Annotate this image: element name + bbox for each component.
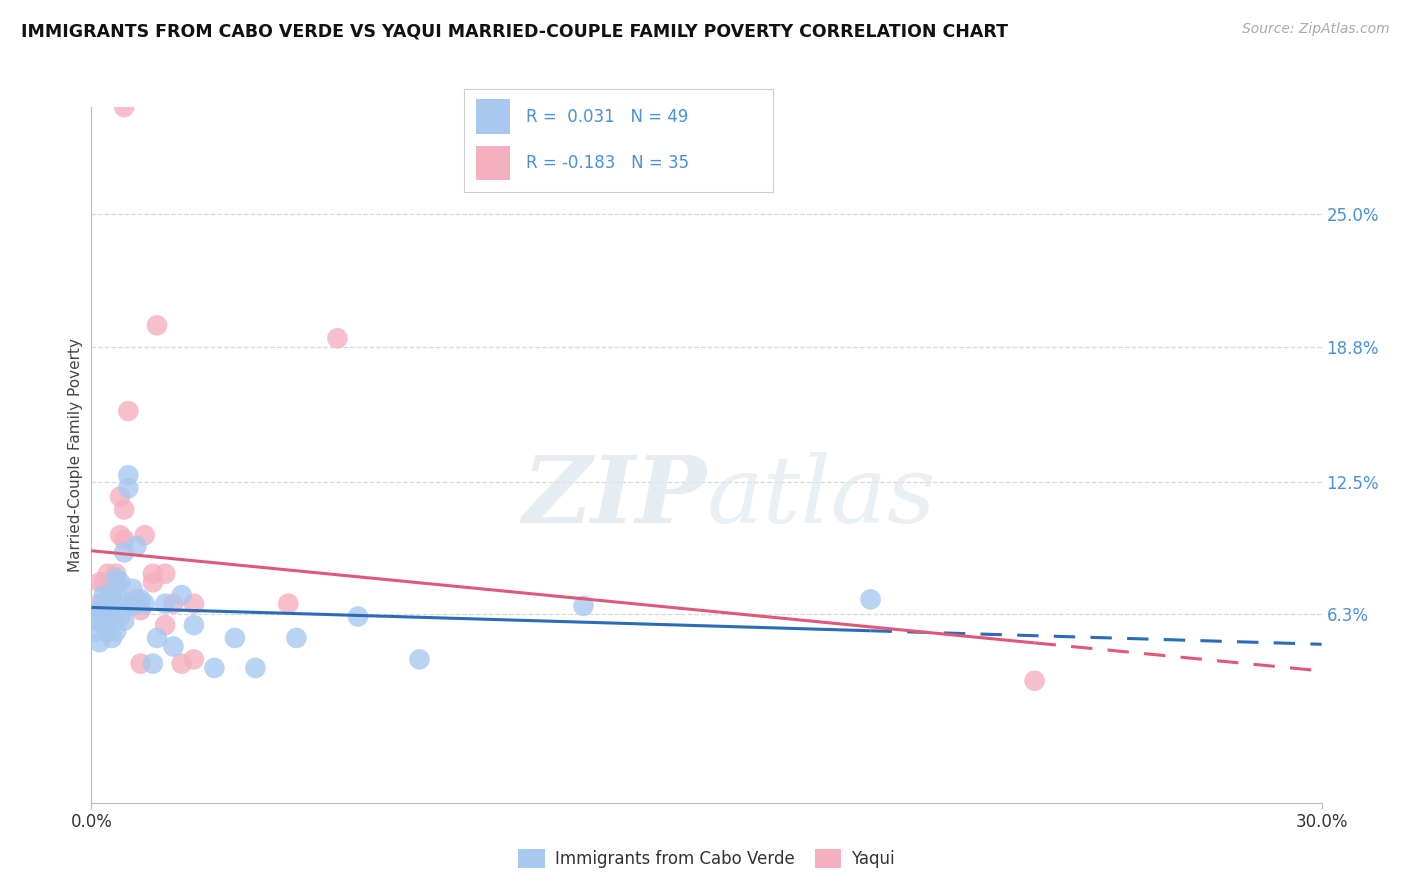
Legend: Immigrants from Cabo Verde, Yaqui: Immigrants from Cabo Verde, Yaqui: [512, 842, 901, 874]
Point: [101, 588, 124, 602]
Point: [183, 652, 205, 666]
Point: [153, 566, 177, 581]
Point: [142, 657, 165, 671]
Point: [84, 614, 107, 628]
Point: [183, 597, 205, 611]
Point: [121, 599, 143, 613]
Point: [108, 575, 131, 590]
Point: [89, 597, 111, 611]
Point: [277, 597, 299, 611]
Point: [97, 624, 120, 639]
Point: [89, 575, 111, 590]
Point: [101, 588, 124, 602]
Point: [134, 597, 156, 611]
Point: [142, 566, 165, 581]
Point: [97, 592, 120, 607]
Point: [105, 624, 127, 639]
Point: [117, 404, 139, 418]
Point: [572, 599, 595, 613]
Point: [170, 657, 193, 671]
Point: [285, 631, 308, 645]
Point: [93, 575, 115, 590]
Point: [146, 631, 169, 645]
Point: [245, 661, 267, 675]
Point: [105, 575, 127, 590]
Text: IMMIGRANTS FROM CABO VERDE VS YAQUI MARRIED-COUPLE FAMILY POVERTY CORRELATION CH: IMMIGRANTS FROM CABO VERDE VS YAQUI MARR…: [21, 22, 1008, 40]
Point: [125, 539, 148, 553]
Point: [93, 607, 115, 622]
Point: [108, 490, 131, 504]
Point: [162, 597, 184, 611]
Point: [105, 571, 127, 585]
Point: [142, 575, 165, 590]
Point: [121, 597, 143, 611]
Point: [97, 609, 120, 624]
Point: [129, 603, 152, 617]
Text: atlas: atlas: [706, 451, 936, 541]
Point: [146, 318, 169, 333]
Point: [108, 528, 131, 542]
Point: [93, 603, 115, 617]
Point: [97, 566, 120, 581]
Point: [89, 614, 111, 628]
Point: [108, 609, 131, 624]
Point: [117, 481, 139, 495]
Point: [121, 582, 143, 596]
Point: [183, 618, 205, 632]
Point: [202, 661, 225, 675]
Point: [134, 528, 156, 542]
Point: [89, 635, 111, 649]
Text: ZIP: ZIP: [522, 451, 706, 541]
Point: [129, 657, 152, 671]
Point: [97, 592, 120, 607]
Point: [105, 566, 127, 581]
Point: [101, 575, 124, 590]
Point: [1024, 673, 1046, 688]
Point: [347, 609, 370, 624]
Point: [112, 599, 135, 613]
Point: [408, 652, 430, 666]
Point: [101, 614, 124, 628]
Point: [117, 468, 139, 483]
Point: [153, 618, 177, 632]
Point: [84, 603, 107, 617]
Point: [129, 592, 152, 607]
Point: [108, 592, 131, 607]
Point: [112, 614, 135, 628]
Point: [97, 603, 120, 617]
Point: [84, 603, 107, 617]
Y-axis label: Married-Couple Family Poverty: Married-Couple Family Poverty: [67, 338, 83, 572]
Point: [153, 597, 177, 611]
Point: [101, 631, 124, 645]
Point: [170, 588, 193, 602]
Bar: [477, 145, 510, 180]
Point: [112, 502, 135, 516]
Text: Source: ZipAtlas.com: Source: ZipAtlas.com: [1241, 22, 1389, 37]
Point: [121, 597, 143, 611]
Point: [162, 640, 184, 654]
Point: [105, 599, 127, 613]
Point: [93, 597, 115, 611]
Point: [101, 605, 124, 619]
Text: R = -0.183   N = 35: R = -0.183 N = 35: [526, 154, 689, 172]
Point: [112, 545, 135, 559]
Point: [125, 592, 148, 607]
Point: [326, 331, 349, 345]
Bar: [477, 99, 510, 135]
Point: [105, 609, 127, 624]
Point: [93, 588, 115, 602]
Point: [224, 631, 246, 645]
Point: [859, 592, 882, 607]
Point: [89, 603, 111, 617]
Text: R =  0.031   N = 49: R = 0.031 N = 49: [526, 108, 688, 126]
Point: [112, 100, 135, 114]
Point: [84, 624, 107, 639]
Point: [112, 533, 135, 547]
Point: [93, 618, 115, 632]
